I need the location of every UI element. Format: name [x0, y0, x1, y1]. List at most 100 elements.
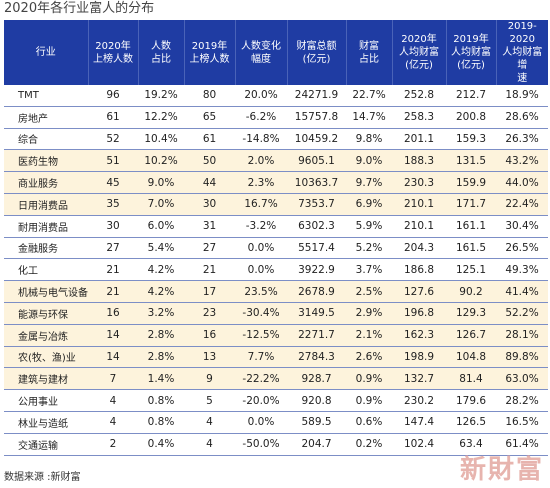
table-row: 房地产 61 12.2% 65 -6.2% 15757.8 14.7% 258.3 200.8 2…: [4, 106, 548, 129]
value-cell: 3922.9: [287, 258, 346, 282]
value-cell: 161.1: [446, 215, 496, 238]
value-cell: 10459.2: [287, 128, 346, 151]
value-cell: 90.2: [446, 280, 496, 303]
value-cell: 7.7%: [235, 346, 287, 369]
value-cell: 16.7%: [235, 193, 287, 216]
value-cell: 9.0%: [138, 171, 184, 194]
value-cell: 14: [88, 324, 138, 347]
value-cell: 0.0%: [235, 411, 287, 434]
industry-cell: 机械与电气设备: [4, 280, 88, 303]
table-row: 金属与冶炼 14 2.8% 16 -12.5% 2271.7 2.1% 162.3 126.7 2…: [4, 324, 548, 347]
column-header: 2020年 人均财富 (亿元): [392, 20, 447, 85]
industry-wealth-table: 行业 2020年 上榜人数 人数 占比 2019年 上榜人数 人数变化 幅度 财富总额 (亿元) 财富…: [4, 20, 548, 456]
source-note: 数据来源 :新财富: [4, 472, 81, 483]
industry-cell: 商业服务: [4, 171, 88, 194]
value-cell: 2.6%: [346, 346, 392, 369]
value-cell: 102.4: [392, 433, 446, 456]
value-cell: 3.7%: [346, 258, 392, 282]
value-cell: -30.4%: [235, 302, 287, 325]
value-cell: 26.5%: [496, 237, 548, 260]
industry-cell: 化工: [4, 258, 88, 282]
value-cell: 45: [88, 171, 138, 194]
value-cell: 24271.9: [287, 85, 346, 107]
value-cell: 131.5: [446, 149, 496, 173]
value-cell: 19.2%: [138, 85, 184, 107]
value-cell: 161.5: [446, 237, 496, 260]
value-cell: 204.3: [392, 237, 446, 260]
industry-cell: 金融服务: [4, 237, 88, 260]
column-header: 财富总额 (亿元): [287, 20, 347, 85]
value-cell: 252.8: [392, 85, 446, 107]
value-cell: 44: [184, 171, 235, 194]
value-cell: 0.4%: [138, 433, 184, 456]
industry-cell: 建筑与建材: [4, 367, 88, 391]
value-cell: 258.3: [392, 106, 446, 129]
value-cell: 159.3: [446, 128, 496, 151]
table-row: 化工 21 4.2% 21 0.0% 3922.9 3.7% 186.8 125.1 49.3%: [4, 258, 548, 282]
value-cell: 17: [184, 280, 235, 303]
value-cell: -3.2%: [235, 215, 287, 238]
table-row: 林业与造纸 4 0.8% 4 0.0% 589.5 0.6% 147.4 126.5 16.5%: [4, 411, 548, 434]
value-cell: 52.2%: [496, 302, 548, 325]
value-cell: 2678.9: [287, 280, 346, 303]
value-cell: 2.0%: [235, 149, 287, 173]
value-cell: 20.0%: [235, 85, 287, 107]
value-cell: 188.3: [392, 149, 446, 173]
value-cell: 22.4%: [496, 193, 548, 216]
value-cell: 230.3: [392, 171, 446, 194]
value-cell: 126.7: [446, 324, 496, 347]
value-cell: 5.2%: [346, 237, 392, 260]
value-cell: 0.9%: [346, 367, 392, 391]
value-cell: 41.4%: [496, 280, 548, 303]
value-cell: 63.4: [446, 433, 496, 456]
value-cell: 928.7: [287, 367, 346, 391]
value-cell: 9: [184, 367, 235, 391]
value-cell: 27: [184, 237, 235, 260]
value-cell: 7.0%: [138, 193, 184, 216]
value-cell: 210.1: [392, 215, 446, 238]
value-cell: 230.2: [392, 389, 446, 412]
value-cell: 179.6: [446, 389, 496, 412]
value-cell: 0.8%: [138, 411, 184, 434]
value-cell: 9.8%: [346, 128, 392, 151]
value-cell: -22.2%: [235, 367, 287, 391]
value-cell: 4: [88, 389, 138, 412]
value-cell: 2.1%: [346, 324, 392, 347]
value-cell: 0.9%: [346, 389, 392, 412]
value-cell: 61: [184, 128, 235, 151]
value-cell: 186.8: [392, 258, 446, 282]
value-cell: 2: [88, 433, 138, 456]
value-cell: 96: [88, 85, 138, 107]
table-row: 公用事业 4 0.8% 5 -20.0% 920.8 0.9% 230.2 179.6 28.2%: [4, 389, 548, 412]
value-cell: 0.6%: [346, 411, 392, 434]
value-cell: 80: [184, 85, 235, 107]
value-cell: 7: [88, 367, 138, 391]
value-cell: 30: [88, 215, 138, 238]
industry-cell: 日用消费品: [4, 193, 88, 216]
column-header: 财富 占比: [346, 20, 393, 85]
value-cell: 21: [88, 280, 138, 303]
value-cell: 7353.7: [287, 193, 346, 216]
value-cell: 5517.4: [287, 237, 346, 260]
value-cell: 196.8: [392, 302, 446, 325]
value-cell: 2271.7: [287, 324, 346, 347]
value-cell: 4.2%: [138, 258, 184, 282]
value-cell: 162.3: [392, 324, 446, 347]
value-cell: 44.0%: [496, 171, 548, 194]
value-cell: 18.9%: [496, 85, 548, 107]
value-cell: 16: [88, 302, 138, 325]
value-cell: 4: [184, 433, 235, 456]
table-row: 综合 52 10.4% 61 -14.8% 10459.2 9.8% 201.1 159.3 26…: [4, 128, 548, 151]
value-cell: 10.2%: [138, 149, 184, 173]
value-cell: 0.0%: [235, 237, 287, 260]
value-cell: 4: [184, 411, 235, 434]
value-cell: 13: [184, 346, 235, 369]
value-cell: 0.8%: [138, 389, 184, 412]
table-row: 商业服务 45 9.0% 44 2.3% 10363.7 9.7% 230.3 159.9 44.…: [4, 171, 548, 194]
table-row: TMT 96 19.2% 80 20.0% 24271.9 22.7% 252.8 212.7 1…: [4, 85, 548, 107]
value-cell: 31: [184, 215, 235, 238]
value-cell: 23.5%: [235, 280, 287, 303]
value-cell: 21: [184, 258, 235, 282]
value-cell: 2.5%: [346, 280, 392, 303]
value-cell: 28.2%: [496, 389, 548, 412]
